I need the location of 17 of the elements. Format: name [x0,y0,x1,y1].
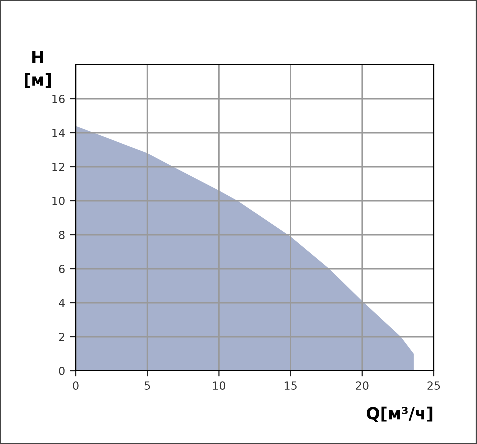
y-axis-title: H [м] [25,51,51,88]
y-tick-label: 4 [59,299,65,308]
x-tick-label: 0 [73,382,79,390]
y-tick-label: 16 [52,94,65,104]
x-tick-label: 20 [356,382,369,390]
y-tick-label: 6 [59,264,65,274]
y-tick-label: 8 [59,230,65,240]
y-tick-label: 12 [52,162,64,172]
x-tick-label: 10 [213,382,226,390]
x-tick-label: 25 [428,382,440,390]
x-tick-label: 15 [284,382,297,390]
y-tick-label: 14 [52,129,65,138]
x-tick-label: 5 [144,382,150,390]
x-axis-title: Q[м³/ч] [366,406,433,422]
y-tick-label: 0 [59,366,65,376]
y-tick-label: 10 [52,196,65,206]
y-tick-label: 2 [59,332,64,342]
